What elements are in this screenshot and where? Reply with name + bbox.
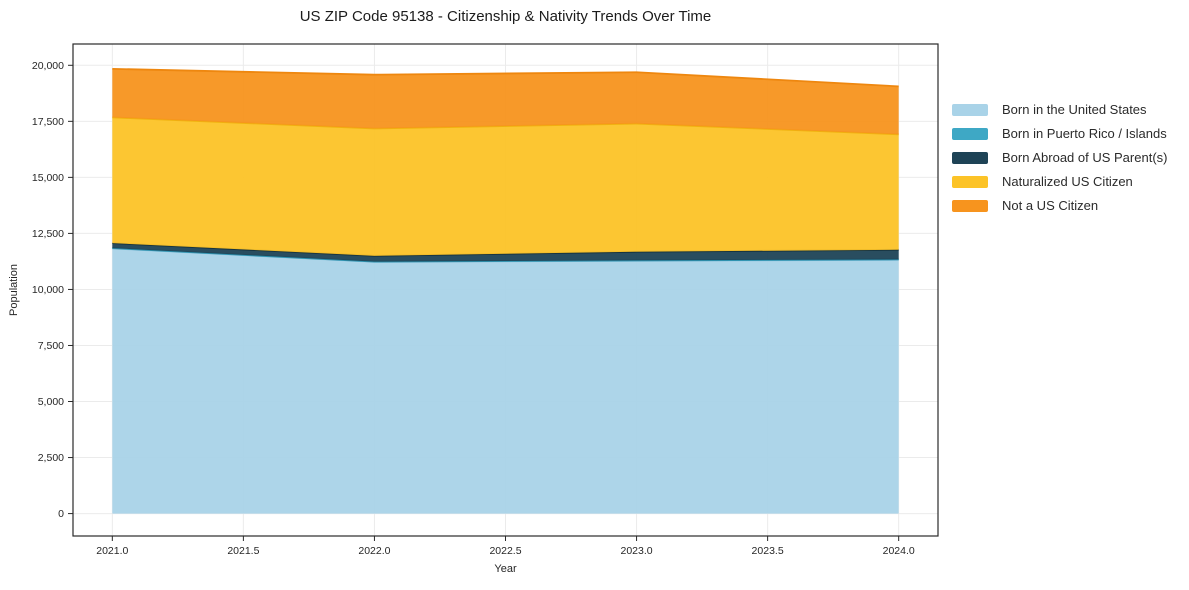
area-edge-line (112, 116, 899, 136)
area-born-in-the-united-states (112, 248, 899, 514)
legend: Born in the United States Born in Puerto … (952, 102, 1168, 223)
y-tick-label: 17,500 (32, 116, 64, 128)
area-born-abroad-of-us-parent-s- (112, 243, 899, 262)
legend-label: Born Abroad of US Parent(s) (1002, 150, 1168, 165)
x-tick-label: 2024.0 (883, 545, 915, 557)
legend-item-born-abroad-of-us-parent-s-[interactable]: Born Abroad of US Parent(s) (952, 150, 1168, 165)
legend-swatch (952, 199, 988, 212)
legend-label: Not a US Citizen (1002, 198, 1099, 213)
x-tick-label: 2021.5 (227, 545, 259, 557)
x-tick-label: 2022.0 (358, 545, 390, 557)
legend-item-born-in-puerto-rico-islands[interactable]: Born in Puerto Rico / Islands (952, 126, 1167, 141)
legend-label: Born in Puerto Rico / Islands (1002, 126, 1167, 141)
legend-swatch (952, 175, 988, 188)
y-tick-label: 10,000 (32, 284, 64, 296)
legend-label: Born in the United States (1002, 102, 1147, 117)
y-tick-label: 7,500 (38, 340, 64, 352)
area-not-a-us-citizen (112, 68, 899, 135)
legend-item-not-a-us-citizen[interactable]: Not a US Citizen (952, 198, 1167, 213)
x-tick-label: 2023.5 (752, 545, 784, 557)
y-tick-label: 0 (58, 508, 64, 520)
legend-item-born-in-the-united-states[interactable]: Born in the United States (952, 102, 1167, 117)
y-tick-label: 12,500 (32, 228, 64, 240)
legend-item-naturalized-us-citizen[interactable]: Naturalized US Citizen (952, 174, 1167, 189)
area-naturalized-us-citizen (112, 117, 899, 256)
legend-label: Naturalized US Citizen (1002, 174, 1133, 189)
legend-swatch (952, 103, 988, 116)
x-axis-label: Year (494, 563, 517, 575)
area-edge-line (112, 242, 899, 257)
x-tick-label: 2021.0 (96, 545, 128, 557)
legend-swatch (952, 127, 988, 140)
x-tick-label: 2022.5 (489, 545, 521, 557)
chart-title: US ZIP Code 95138 - Citizenship & Nativi… (299, 8, 712, 25)
y-tick-label: 2,500 (38, 452, 64, 464)
area-edge-line (112, 67, 899, 88)
y-tick-label: 5,000 (38, 396, 64, 408)
area-edge-line (112, 247, 899, 263)
legend-swatch (952, 151, 988, 164)
y-axis-label: Population (8, 264, 20, 316)
x-tick-label: 2023.0 (620, 545, 652, 557)
y-tick-label: 20,000 (32, 60, 64, 72)
y-tick-label: 15,000 (32, 172, 64, 184)
